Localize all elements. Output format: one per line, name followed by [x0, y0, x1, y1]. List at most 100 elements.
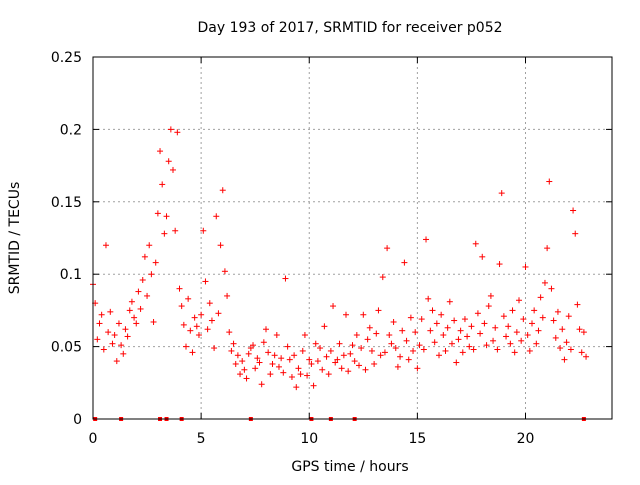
data-point [187, 327, 194, 334]
data-point [299, 347, 306, 354]
data-point [384, 245, 391, 252]
y-tick-labels: 0 0.05 0.1 0.15 0.2 0.25 [51, 50, 82, 428]
data-point [349, 342, 356, 349]
data-point [416, 342, 423, 349]
data-point [438, 311, 445, 318]
data-point [286, 356, 293, 363]
data-point [243, 375, 250, 382]
data-point [479, 253, 486, 260]
y-tick-label: 0 [73, 412, 82, 428]
data-point [490, 337, 497, 344]
data-point [431, 339, 438, 346]
data-point [572, 230, 579, 237]
data-point [330, 303, 337, 310]
data-point [282, 275, 289, 282]
data-point [459, 349, 466, 356]
data-point [267, 371, 274, 378]
data-point [105, 329, 112, 336]
y-tick-label: 0.2 [60, 122, 82, 138]
data-point [137, 305, 144, 312]
data-point [513, 329, 520, 336]
data-point [442, 347, 449, 354]
data-point [118, 342, 125, 349]
data-point [154, 210, 161, 217]
data-point [394, 363, 401, 370]
data-point [319, 366, 326, 373]
data-point [217, 242, 224, 249]
data-point [466, 343, 473, 350]
data-point [208, 317, 215, 324]
data-point [293, 384, 300, 391]
data-point [433, 320, 440, 327]
axis-ticks [92, 56, 612, 420]
data-point [284, 343, 291, 350]
data-point [122, 326, 129, 333]
data-point [364, 336, 371, 343]
data-point [306, 356, 313, 363]
data-point [481, 320, 488, 327]
data-point [157, 148, 164, 155]
data-point [557, 345, 564, 352]
data-point [576, 326, 583, 333]
x-tick-label: 15 [408, 431, 426, 447]
y-tick-label: 0.25 [51, 50, 82, 66]
data-point [399, 327, 406, 334]
data-point [178, 303, 185, 310]
data-point [379, 274, 386, 281]
data-point [397, 353, 404, 360]
data-point [211, 345, 218, 352]
data-point [189, 349, 196, 356]
data-point [275, 363, 282, 370]
data-point [539, 314, 546, 321]
data-point [163, 213, 170, 220]
y-tick-label: 0.1 [60, 267, 82, 283]
data-point [403, 337, 410, 344]
data-point [260, 339, 267, 346]
data-point [522, 263, 529, 270]
data-point [561, 356, 568, 363]
data-point [418, 316, 425, 323]
data-point [291, 352, 298, 359]
data-point [271, 352, 278, 359]
data-point [373, 330, 380, 337]
data-point [241, 366, 248, 373]
data-point [511, 349, 518, 356]
data-point [464, 333, 471, 340]
data-point [174, 129, 181, 136]
data-point [503, 333, 510, 340]
data-point [509, 307, 516, 314]
data-point [518, 337, 525, 344]
data-point [258, 381, 265, 388]
data-point [381, 349, 388, 356]
data-point [353, 332, 360, 339]
x-tick-label: 0 [89, 431, 98, 447]
data-point [221, 268, 228, 275]
data-point [535, 327, 542, 334]
data-point [278, 355, 285, 362]
data-point [128, 298, 135, 305]
data-point [425, 295, 432, 302]
data-point [474, 310, 481, 317]
data-point [362, 366, 369, 373]
data-point [375, 307, 382, 314]
data-point [455, 336, 462, 343]
data-point [483, 342, 490, 349]
y-tick-label: 0.05 [51, 340, 82, 356]
data-point [526, 347, 533, 354]
data-point [239, 358, 246, 365]
data-point [429, 307, 436, 314]
data-point [388, 340, 395, 347]
y-axis-label: SRMTID / TECUs [7, 182, 23, 295]
data-point [146, 242, 153, 249]
data-point [427, 327, 434, 334]
data-point [451, 317, 458, 324]
data-point [544, 245, 551, 252]
data-point [180, 321, 187, 328]
data-point [407, 314, 414, 321]
data-point [347, 350, 354, 357]
data-point [252, 365, 259, 372]
data-point [310, 382, 317, 389]
data-point [182, 343, 189, 350]
data-point [265, 349, 272, 356]
data-point [96, 320, 103, 327]
